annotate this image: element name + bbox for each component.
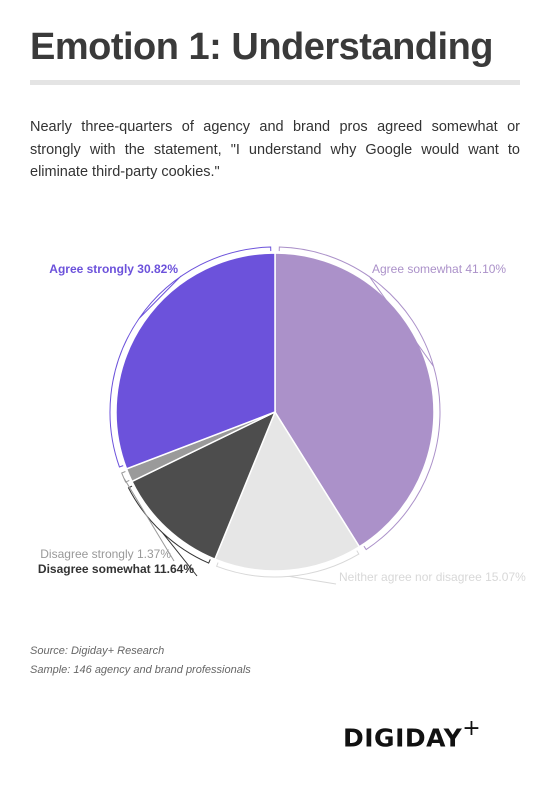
pie-slice-label: Disagree strongly 1.37%: [40, 547, 171, 561]
pie-leader-line: [278, 246, 441, 551]
pie-labels: Agree somewhat 41.10% Neither agree nor d…: [38, 262, 526, 584]
pie-slice: [130, 410, 277, 561]
pie-leader-line: [121, 471, 175, 562]
logo-wordmark: DIGIDAY: [343, 723, 463, 753]
title-divider: [30, 80, 520, 85]
digiday-logo: DIGIDAY+: [343, 716, 482, 753]
pie-slice-label: Neither agree nor disagree 15.07%: [339, 570, 526, 584]
pie-slice-label: Agree strongly 30.82%: [49, 262, 178, 276]
pie-slices: [115, 252, 435, 572]
source-note: Source: Digiday+ Research: [30, 645, 165, 657]
pie-leader-line: [109, 246, 272, 468]
sample-note: Sample: 146 agency and brand professiona…: [30, 664, 251, 676]
logo-plus: +: [462, 716, 482, 741]
pie-leaders: [109, 246, 441, 585]
pie-chart: Agree somewhat 41.10% Neither agree nor d…: [38, 246, 526, 585]
page-title: Emotion 1: Understanding: [30, 26, 494, 68]
intro-paragraph: Nearly three-quarters of agency and bran…: [30, 119, 520, 180]
pie-slice: [213, 410, 361, 572]
pie-leader-line: [215, 550, 360, 585]
pie-slice-label: Agree somewhat 41.10%: [372, 262, 506, 276]
pie-slice: [274, 252, 435, 548]
pie-slice-label: Disagree somewhat 11.64%: [38, 562, 194, 576]
pie-slice: [115, 252, 276, 470]
pie-leader-line: [127, 485, 211, 577]
